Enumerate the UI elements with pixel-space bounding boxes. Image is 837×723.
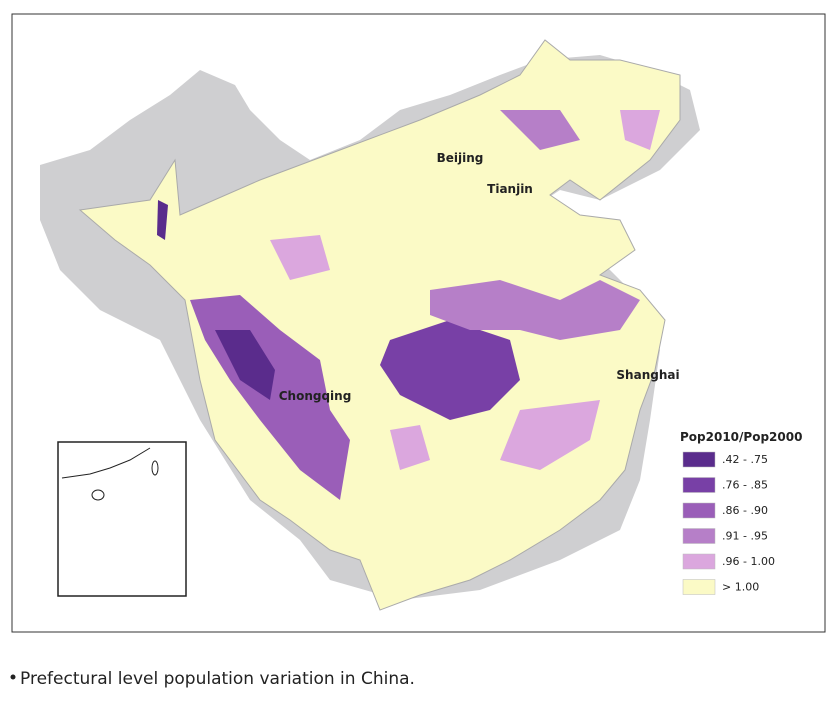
frame (11, 13, 826, 633)
legend-label: .96 - 1.00 (722, 555, 775, 568)
legend-swatch (682, 528, 716, 544)
region (157, 200, 168, 240)
region (500, 110, 580, 150)
region (270, 235, 330, 280)
legend-label: .42 - .75 (722, 453, 768, 466)
legend-label: .91 - .95 (722, 530, 768, 543)
labels: Beijing Tianjin Chongqing Shanghai Pop20… (20, 151, 802, 689)
legend-swatch (682, 553, 716, 570)
city-label: Shanghai (616, 368, 679, 382)
legend-title: Pop2010/Pop2000 (680, 430, 802, 444)
legend-label: .76 - .85 (722, 479, 768, 492)
region (500, 400, 600, 470)
legend-label: .86 - .90 (722, 504, 768, 517)
region (380, 320, 520, 420)
city-label: Chongqing (279, 389, 352, 403)
legend-swatch (682, 579, 716, 595)
legend-swatch (682, 451, 716, 468)
region (215, 330, 275, 400)
inset-island (151, 460, 159, 476)
legend-swatch (682, 477, 716, 493)
region (430, 280, 640, 340)
legend-label: > 1.00 (722, 581, 759, 594)
inset-island (91, 489, 105, 501)
inset-coast (61, 447, 151, 479)
city-label: Beijing (437, 151, 484, 165)
region (620, 110, 660, 150)
city-label: Tianjin (487, 182, 533, 196)
caption-dot (10, 674, 16, 680)
region (390, 425, 430, 470)
inset-map (57, 441, 187, 597)
caption: Prefectural level population variation i… (20, 669, 415, 689)
legend-swatch (682, 502, 716, 519)
